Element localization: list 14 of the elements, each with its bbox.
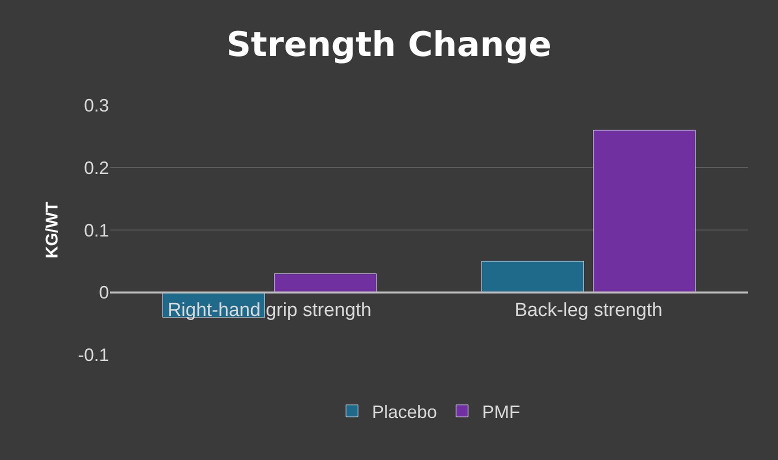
- chart-title: Strength Change: [226, 25, 552, 65]
- bar: [593, 130, 696, 293]
- legend-label: PMF: [482, 402, 520, 422]
- y-tick-label: -0.1: [78, 345, 109, 366]
- x-tick-label: Right-hand grip strength: [168, 300, 372, 322]
- y-tick-label: 0: [98, 282, 109, 303]
- y-axis-title: KG/WT: [42, 201, 62, 258]
- bar: [481, 260, 584, 293]
- x-tick-label: Back-leg strength: [514, 300, 662, 322]
- bar: [274, 273, 377, 293]
- legend-label: Placebo: [372, 402, 438, 422]
- y-tick-label: 0.2: [84, 158, 109, 178]
- y-tick-label: 0.3: [84, 96, 109, 116]
- y-tick-label: 0.1: [84, 220, 109, 240]
